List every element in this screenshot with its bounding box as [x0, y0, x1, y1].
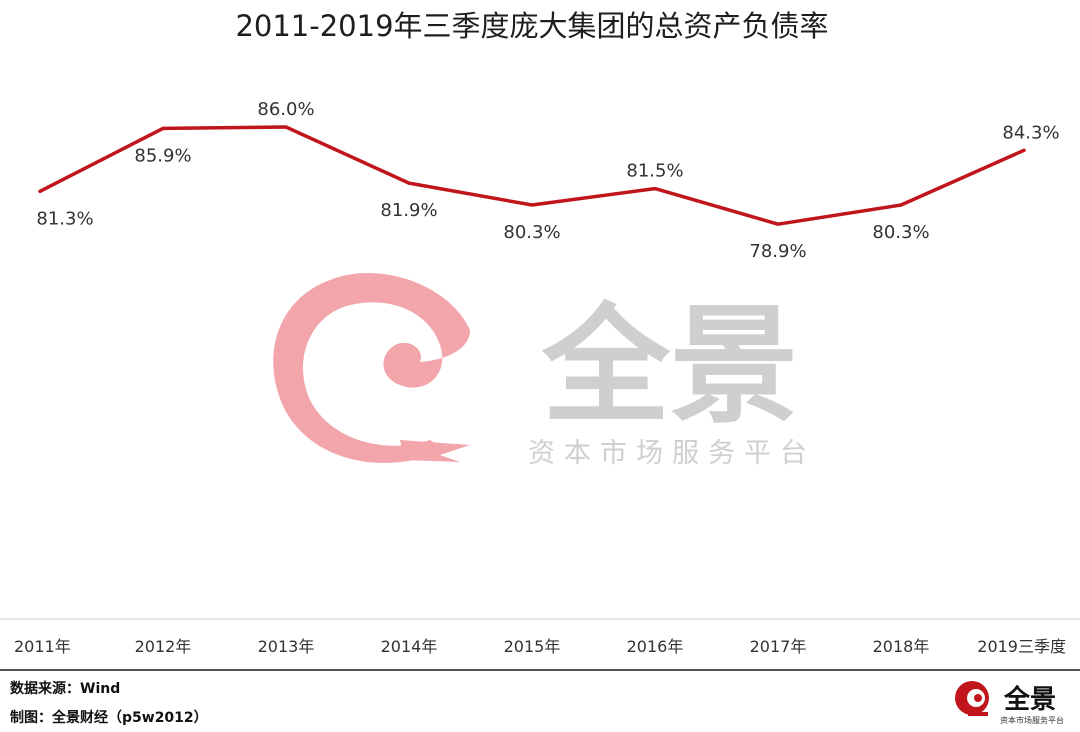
data-label: 81.3% — [36, 208, 93, 229]
watermark-swirl — [273, 273, 470, 463]
data-label: 86.0% — [257, 99, 314, 120]
data-label: 81.5% — [626, 161, 683, 182]
x-axis-ticks: 2011年 2012年 2013年 2014年 2015年 2016年 2017年 2018年… — [14, 637, 1066, 656]
brand-logo-icon — [955, 681, 989, 716]
data-label: 78.9% — [749, 241, 806, 262]
x-tick-label: 2018年 — [873, 637, 930, 656]
watermark-brand: 全景 — [541, 292, 798, 441]
watermark-logo-icon — [273, 273, 470, 463]
x-tick-label: 2015年 — [504, 637, 561, 656]
x-tick-label: 2013年 — [258, 637, 315, 656]
x-tick-label: 2014年 — [381, 637, 438, 656]
watermark-swirl-tail — [400, 440, 470, 462]
chart-title: 2011-2019年三季度庞大集团的总资产负债率 — [235, 9, 828, 43]
watermark: 全景 资本市场服务平台 — [273, 273, 816, 469]
credit-note: 制图：全景财经（p5w2012） — [10, 710, 208, 726]
x-tick-label: 2012年 — [135, 637, 192, 656]
data-label: 80.3% — [503, 222, 560, 243]
series-line — [38, 125, 1026, 226]
data-label: 80.3% — [872, 222, 929, 243]
watermark-tagline: 资本市场服务平台 — [528, 438, 816, 469]
data-label: 81.9% — [380, 200, 437, 221]
value-labels: 81.3% 85.9% 86.0% 81.9% 80.3% 81.5% 78.9% 80.3%… — [36, 99, 1059, 262]
brand-logo: 全景 资本市场服务平台 — [955, 681, 1064, 725]
brand-logo-tagline: 资本市场服务平台 — [1000, 715, 1064, 725]
x-tick-label: 2017年 — [750, 637, 807, 656]
data-label: 84.3% — [1002, 122, 1059, 143]
x-tick-label: 2016年 — [627, 637, 684, 656]
x-tick-label: 2019三季度 — [977, 637, 1066, 656]
brand-logo-text: 全景 — [1003, 684, 1056, 715]
data-label: 85.9% — [134, 145, 191, 166]
source-note: 数据来源：Wind — [10, 681, 121, 697]
x-tick-label: 2011年 — [14, 637, 71, 656]
